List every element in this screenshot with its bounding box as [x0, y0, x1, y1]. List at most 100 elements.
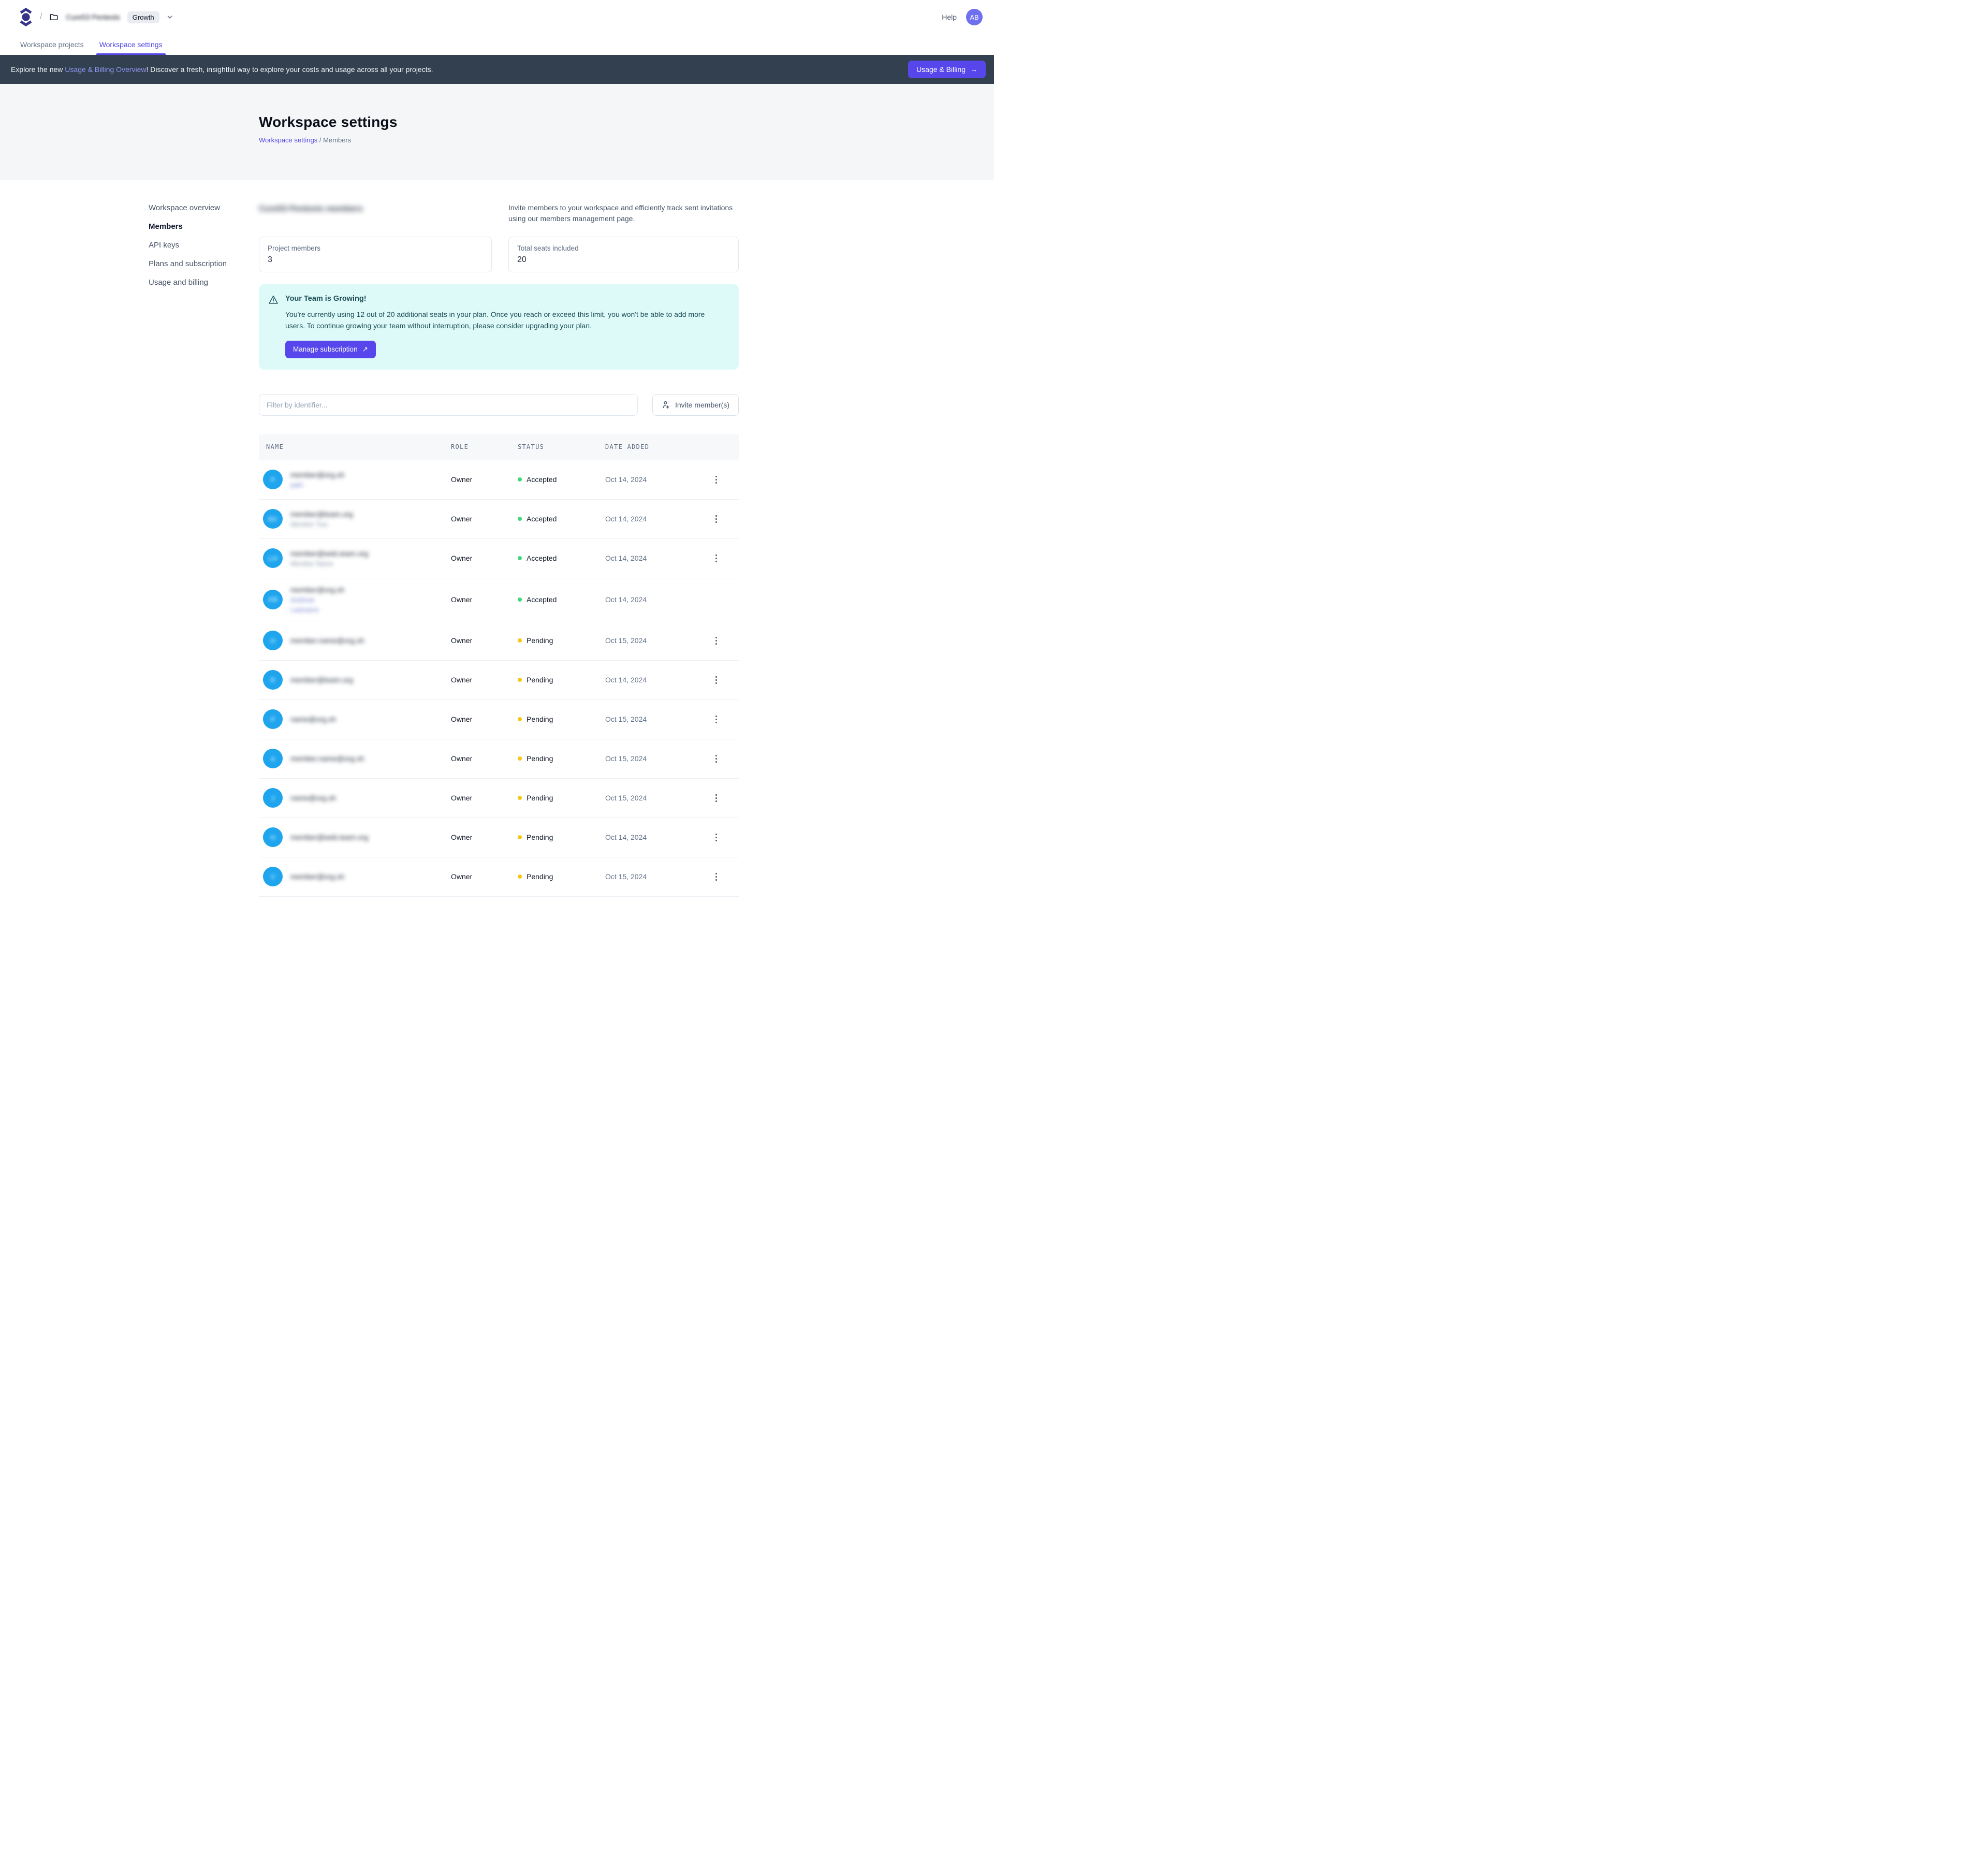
member-role: Owner — [451, 554, 473, 563]
usage-billing-button[interactable]: Usage & Billing → — [908, 61, 986, 78]
row-menu-kebab-icon[interactable] — [712, 551, 720, 565]
top-bar-right: Help AB — [942, 9, 983, 25]
page: / Cure53 Pentests Growth Help AB Workspa… — [0, 0, 994, 933]
tab-workspace-projects[interactable]: Workspace projects — [20, 40, 84, 49]
user-avatar[interactable]: AB — [966, 9, 983, 25]
member-role: Owner — [451, 636, 473, 645]
member-avatar: A — [263, 749, 283, 769]
member-status: Pending — [518, 833, 605, 841]
row-menu-kebab-icon[interactable] — [712, 673, 720, 687]
breadcrumb-secondary: Workspace settings / Members — [259, 136, 352, 144]
member-avatar: AB — [263, 589, 283, 609]
column-header-role: ROLE — [451, 443, 469, 451]
status-dot-icon — [518, 835, 522, 840]
member-date-added: Oct 14, 2024 — [605, 833, 647, 842]
project-members-card: Project members 3 — [259, 237, 492, 272]
member-email: member@org.sh — [290, 872, 345, 881]
member-avatar: V — [263, 867, 283, 887]
invite-members-button[interactable]: Invite member(s) — [652, 393, 739, 416]
tab-workspace-settings[interactable]: Workspace settings — [96, 40, 166, 55]
page-header: Workspace settings Workspace settings / … — [0, 84, 994, 180]
member-role: Owner — [451, 515, 473, 523]
status-dot-icon — [518, 517, 522, 521]
breadcrumb: / Cure53 Pentests Growth — [19, 8, 173, 26]
breadcrumb-separator: / — [40, 12, 42, 21]
member-avatar: LH — [263, 548, 283, 568]
card-value: 3 — [268, 255, 272, 264]
workspace-settings-breadcrumb-link[interactable]: Workspace settings — [259, 136, 318, 144]
member-avatar: H — [263, 827, 283, 848]
member-date-added: Oct 15, 2024 — [605, 872, 647, 881]
row-menu-kebab-icon[interactable] — [712, 870, 720, 884]
member-avatar: H — [263, 631, 283, 651]
status-dot-icon — [518, 477, 522, 482]
member-date-added: Oct 14, 2024 — [605, 475, 647, 484]
filter-input[interactable] — [259, 393, 638, 416]
card-label: Project members — [268, 244, 321, 252]
workspace-name[interactable]: Cure53 Pentests — [66, 13, 120, 21]
column-header-status: STATUS — [518, 443, 545, 451]
usage-billing-overview-link[interactable]: Usage & Billing Overview — [65, 65, 147, 74]
row-menu-kebab-icon[interactable] — [712, 830, 720, 844]
member-secondary-text: Member Name — [290, 560, 333, 567]
member-email: member.name@org.sh — [290, 754, 364, 763]
manage-subscription-button[interactable]: Manage subscription ↗ — [285, 340, 376, 358]
sidebar-item-usage-and-billing[interactable]: Usage and billing — [149, 278, 209, 287]
member-email: member.name@org.sh — [290, 636, 364, 645]
chevron-down-icon[interactable] — [167, 14, 173, 20]
row-menu-kebab-icon[interactable] — [712, 791, 720, 805]
member-date-added: Oct 15, 2024 — [605, 794, 647, 803]
member-date-added: Oct 15, 2024 — [605, 636, 647, 645]
total-seats-card: Total seats included 20 — [508, 237, 739, 272]
member-email: member@org.sh — [290, 585, 345, 594]
sidebar-item-plans-and-subscription[interactable]: Plans and subscription — [149, 259, 227, 268]
member-date-added: Oct 14, 2024 — [605, 676, 647, 684]
row-menu-kebab-icon[interactable] — [712, 712, 720, 726]
help-link[interactable]: Help — [942, 13, 957, 21]
member-name-cell: NC member@team.org Member Two — [259, 509, 451, 529]
status-dot-icon — [518, 796, 522, 800]
member-status: Pending — [518, 676, 605, 684]
status-dot-icon — [518, 678, 522, 682]
user-plus-icon — [663, 401, 669, 409]
member-role: Owner — [451, 715, 473, 724]
member-status: Pending — [518, 794, 605, 802]
sidebar-item-api-keys[interactable]: API keys — [149, 241, 180, 250]
environment-badge[interactable]: Growth — [127, 11, 159, 23]
members-description: Invite members to your workspace and eff… — [508, 203, 733, 223]
sidebar-item-members[interactable]: Members — [149, 222, 183, 231]
member-email: member@team.org — [290, 676, 353, 684]
row-menu-kebab-icon[interactable] — [712, 634, 720, 648]
banner-text: Explore the new Usage & Billing Overview… — [11, 65, 433, 74]
table-header-row: NAME ROLE STATUS DATE ADDED — [259, 434, 739, 460]
member-status: Accepted — [518, 475, 605, 484]
member-status: Accepted — [518, 554, 605, 562]
status-dot-icon — [518, 874, 522, 879]
ory-logo-icon[interactable] — [19, 8, 33, 26]
row-menu-kebab-icon[interactable] — [712, 473, 720, 487]
member-status: Pending — [518, 636, 605, 645]
row-menu-kebab-icon[interactable] — [712, 512, 720, 526]
sidebar-item-workspace-overview[interactable]: Workspace overview — [149, 203, 221, 212]
team-growing-alert: Your Team is Growing! You're currently u… — [259, 284, 739, 370]
page-title: Workspace settings — [259, 114, 398, 130]
member-role: Owner — [451, 676, 473, 684]
arrow-up-right-icon: ↗ — [362, 345, 368, 353]
row-menu-kebab-icon[interactable] — [712, 752, 720, 766]
member-date-added: Oct 14, 2024 — [605, 554, 647, 563]
card-label: Total seats included — [517, 244, 579, 252]
card-value: 20 — [517, 255, 527, 264]
